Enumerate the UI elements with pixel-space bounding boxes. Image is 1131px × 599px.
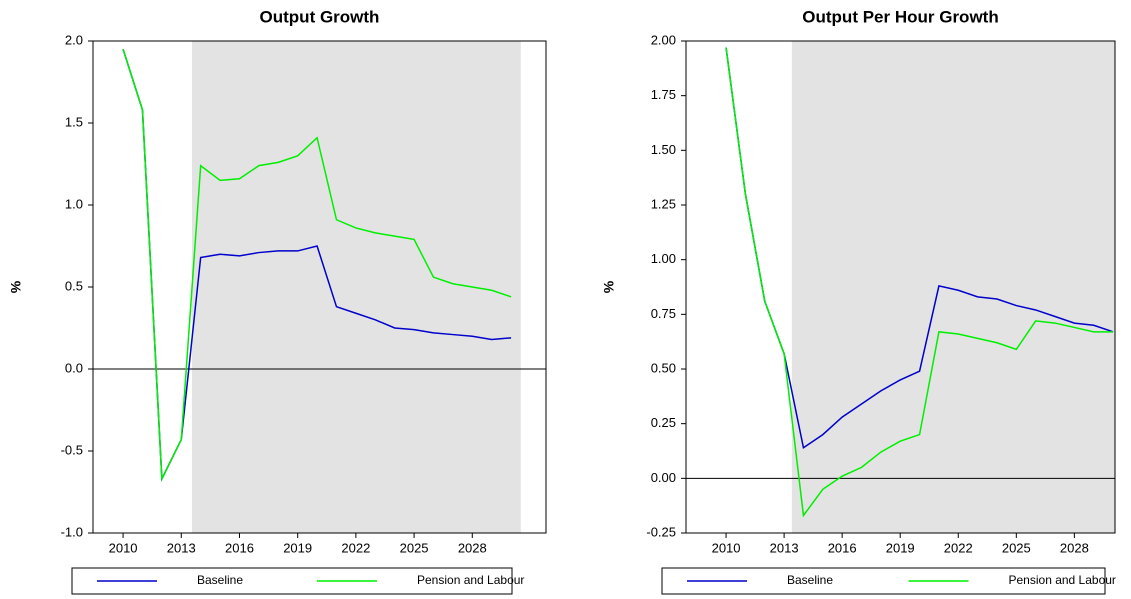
x-tick-label: 2019 <box>283 540 312 555</box>
y-tick-label: 0.75 <box>651 306 676 321</box>
x-tick-label: 2022 <box>944 540 973 555</box>
x-tick-label: 2013 <box>167 540 196 555</box>
y-tick-label: -0.5 <box>61 442 83 457</box>
chart-title: Output Growth <box>260 7 380 26</box>
y-tick-label: 1.50 <box>651 142 676 157</box>
x-tick-label: 2022 <box>341 540 370 555</box>
y-tick-label: -1.0 <box>61 524 83 539</box>
y-axis-label: % <box>8 280 24 293</box>
y-tick-label: 0.5 <box>65 278 83 293</box>
x-tick-label: 2016 <box>225 540 254 555</box>
shaded-region <box>791 41 1115 533</box>
x-tick-label: 2013 <box>770 540 799 555</box>
x-tick-label: 2025 <box>400 540 429 555</box>
x-tick-label: 2028 <box>1060 540 1089 555</box>
legend-label: Pension and Labour <box>417 573 524 587</box>
x-tick-label: 2010 <box>109 540 138 555</box>
legend-label: Pension and Labour <box>1009 573 1116 587</box>
y-tick-label: 1.25 <box>651 196 676 211</box>
y-tick-label: 0.25 <box>651 415 676 430</box>
legend-label: Baseline <box>197 573 243 587</box>
x-tick-label: 2019 <box>886 540 915 555</box>
plot-frame <box>685 40 1116 534</box>
shaded-region <box>191 41 521 533</box>
y-tick-label: 0.00 <box>651 470 676 485</box>
y-axis-label: % <box>601 280 617 293</box>
y-tick-label: 2.0 <box>65 32 83 47</box>
series-line <box>122 48 512 482</box>
series-line <box>725 47 1114 449</box>
chart-title: Output Per Hour Growth <box>802 7 998 26</box>
y-tick-label: 1.5 <box>65 114 83 129</box>
y-tick-label: 1.0 <box>65 196 83 211</box>
y-tick-label: 0.0 <box>65 360 83 375</box>
legend-label: Baseline <box>787 573 833 587</box>
y-tick-label: 2.00 <box>651 32 676 47</box>
x-tick-label: 2028 <box>458 540 487 555</box>
y-tick-label: -0.25 <box>646 524 676 539</box>
y-tick-label: 0.50 <box>651 360 676 375</box>
x-tick-label: 2016 <box>828 540 857 555</box>
series-line <box>725 47 1114 518</box>
y-tick-label: 1.00 <box>651 251 676 266</box>
x-tick-label: 2025 <box>1002 540 1031 555</box>
x-tick-label: 2010 <box>712 540 741 555</box>
plot-frame <box>92 40 547 534</box>
series-line <box>122 48 512 482</box>
y-tick-label: 1.75 <box>651 87 676 102</box>
